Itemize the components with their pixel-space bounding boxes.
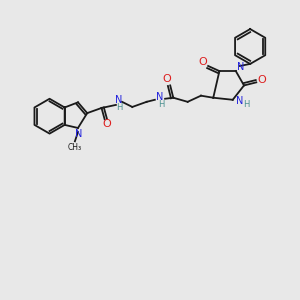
Text: H: H	[116, 103, 122, 112]
Text: O: O	[163, 74, 172, 84]
Text: N: N	[236, 96, 244, 106]
Text: O: O	[257, 75, 266, 85]
Text: H: H	[158, 100, 164, 109]
Text: H: H	[243, 100, 249, 109]
Text: N: N	[237, 62, 244, 72]
Text: N: N	[75, 129, 83, 139]
Text: O: O	[102, 119, 111, 129]
Text: N: N	[115, 95, 123, 105]
Text: N: N	[156, 92, 164, 102]
Text: CH₃: CH₃	[68, 143, 82, 152]
Text: O: O	[199, 57, 207, 67]
